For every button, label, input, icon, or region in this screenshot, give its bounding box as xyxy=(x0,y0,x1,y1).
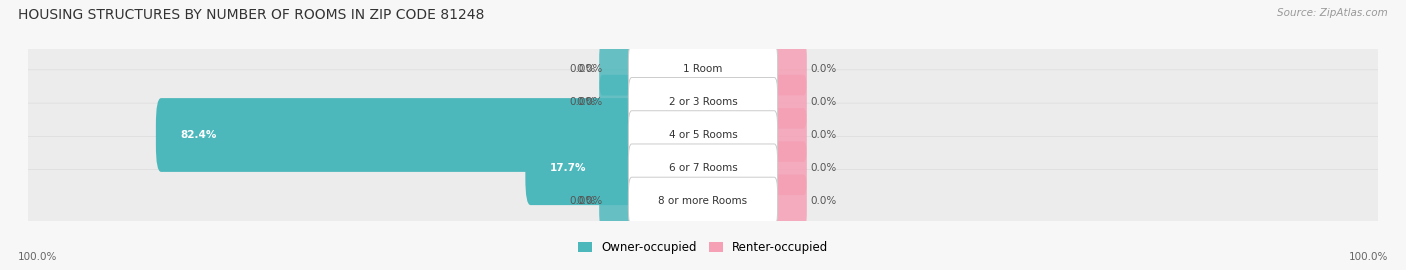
Text: 0.0%: 0.0% xyxy=(810,163,837,173)
Text: 4 or 5 Rooms: 4 or 5 Rooms xyxy=(669,130,737,140)
FancyBboxPatch shape xyxy=(770,108,807,162)
FancyBboxPatch shape xyxy=(25,136,1381,200)
Text: 0.0%: 0.0% xyxy=(569,97,596,107)
Text: 0.0%: 0.0% xyxy=(569,63,596,73)
Text: 100.0%: 100.0% xyxy=(18,252,58,262)
Text: HOUSING STRUCTURES BY NUMBER OF ROOMS IN ZIP CODE 81248: HOUSING STRUCTURES BY NUMBER OF ROOMS IN… xyxy=(18,8,485,22)
Text: 2 or 3 Rooms: 2 or 3 Rooms xyxy=(669,97,737,107)
FancyBboxPatch shape xyxy=(526,131,637,205)
Text: 82.4%: 82.4% xyxy=(180,130,217,140)
FancyBboxPatch shape xyxy=(25,37,1381,100)
FancyBboxPatch shape xyxy=(628,144,778,193)
FancyBboxPatch shape xyxy=(156,98,637,172)
Text: 6 or 7 Rooms: 6 or 7 Rooms xyxy=(669,163,737,173)
Text: 0.0%: 0.0% xyxy=(576,63,602,73)
Text: 8 or more Rooms: 8 or more Rooms xyxy=(658,197,748,207)
FancyBboxPatch shape xyxy=(599,42,636,96)
FancyBboxPatch shape xyxy=(770,42,807,96)
FancyBboxPatch shape xyxy=(770,75,807,129)
FancyBboxPatch shape xyxy=(770,141,807,195)
FancyBboxPatch shape xyxy=(628,177,778,226)
Legend: Owner-occupied, Renter-occupied: Owner-occupied, Renter-occupied xyxy=(572,236,834,259)
FancyBboxPatch shape xyxy=(628,77,778,126)
Text: 0.0%: 0.0% xyxy=(810,63,837,73)
Text: 0.0%: 0.0% xyxy=(576,197,602,207)
Text: 100.0%: 100.0% xyxy=(1348,252,1388,262)
FancyBboxPatch shape xyxy=(599,75,636,129)
FancyBboxPatch shape xyxy=(770,174,807,228)
FancyBboxPatch shape xyxy=(628,111,778,159)
FancyBboxPatch shape xyxy=(25,170,1381,233)
Text: 0.0%: 0.0% xyxy=(576,97,602,107)
FancyBboxPatch shape xyxy=(628,44,778,93)
Text: Source: ZipAtlas.com: Source: ZipAtlas.com xyxy=(1277,8,1388,18)
FancyBboxPatch shape xyxy=(25,103,1381,167)
FancyBboxPatch shape xyxy=(25,70,1381,134)
FancyBboxPatch shape xyxy=(599,174,636,228)
Text: 1 Room: 1 Room xyxy=(683,63,723,73)
Text: 0.0%: 0.0% xyxy=(810,97,837,107)
Text: 0.0%: 0.0% xyxy=(810,197,837,207)
Text: 0.0%: 0.0% xyxy=(569,197,596,207)
Text: 17.7%: 17.7% xyxy=(550,163,586,173)
Text: 0.0%: 0.0% xyxy=(810,130,837,140)
